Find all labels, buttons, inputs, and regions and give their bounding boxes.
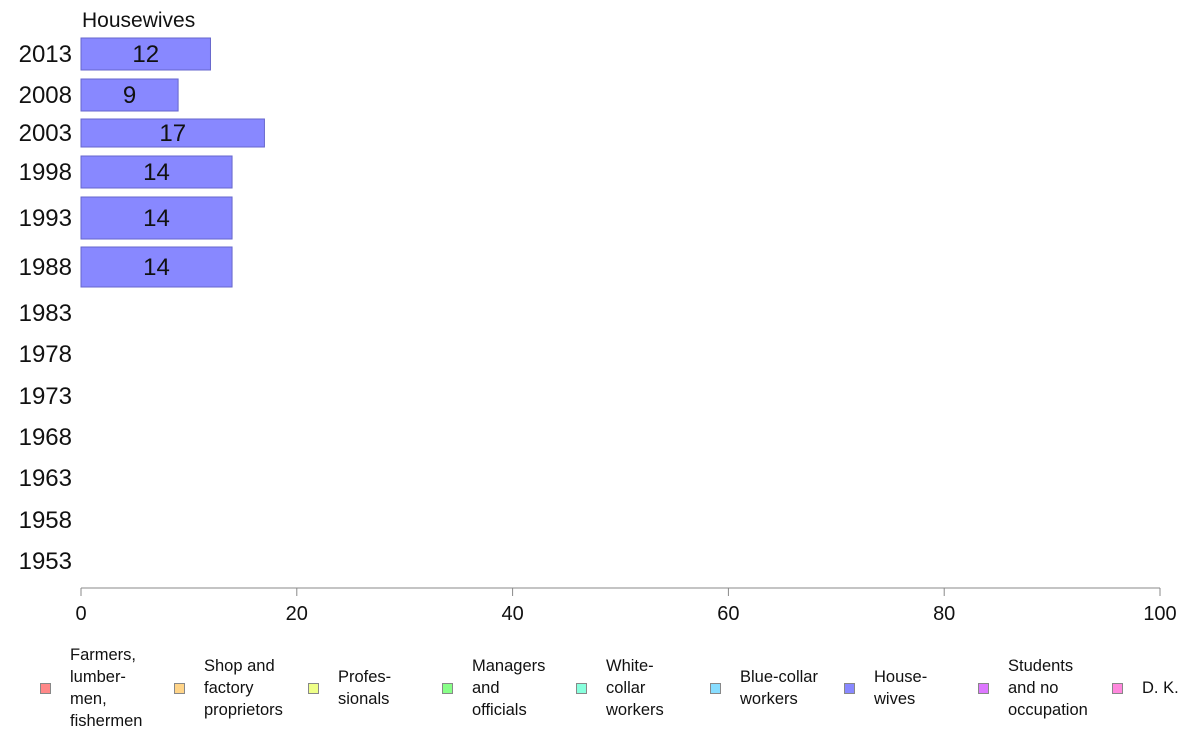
x-axis: 0 20 40 60 80 100 — [75, 587, 1177, 625]
x-tick-label: 0 — [75, 603, 86, 625]
bars-group: 12 9 17 14 14 14 — [80, 37, 265, 288]
x-tick-label: 80 — [933, 603, 955, 625]
legend-label: Managers and officials — [472, 657, 546, 719]
y-tick-label: 1958 — [19, 507, 72, 534]
legend-swatch — [442, 682, 453, 694]
bar-value-label: 17 — [159, 120, 186, 147]
legend-item: D. K. — [1112, 648, 1179, 728]
y-tick-label: 1998 — [19, 159, 72, 186]
legend-label: Profes- sionals — [338, 668, 392, 708]
bar — [80, 196, 233, 240]
legend-label: White- collar workers — [606, 657, 664, 719]
bar-value-label: 14 — [143, 205, 170, 232]
chart-title: Housewives — [82, 9, 195, 32]
y-tick-label: 1988 — [19, 254, 72, 281]
x-tick-label: 40 — [501, 603, 523, 625]
legend-label: Blue-collar workers — [740, 668, 818, 708]
y-tick-label: 2013 — [19, 41, 72, 68]
y-tick-label: 1983 — [19, 300, 72, 327]
legend-item: Profes- sionals — [308, 648, 391, 728]
legend-swatch — [40, 682, 51, 694]
bar — [80, 37, 211, 71]
bar — [80, 155, 233, 189]
y-tick-label: 1978 — [19, 341, 72, 368]
y-tick-label: 1993 — [19, 205, 72, 232]
legend-swatch — [576, 682, 587, 694]
legend-item: Shop and factory proprietors — [174, 648, 283, 728]
legend-label: Farmers, lumber- men, fishermen — [70, 646, 143, 730]
legend-label: Shop and factory proprietors — [204, 657, 283, 719]
legend-swatch — [978, 682, 989, 694]
legend-item: Managers and officials — [442, 648, 545, 728]
x-tick-label: 60 — [717, 603, 739, 625]
y-tick-label: 1973 — [19, 383, 72, 410]
bar-value-label: 12 — [132, 41, 159, 68]
legend-swatch — [1112, 682, 1123, 694]
bar-value-label: 14 — [143, 159, 170, 186]
bar-chart: Housewives 12 9 17 14 14 14 2013 2008 2003 1998 1… — [19, 9, 1177, 625]
legend: Farmers, lumber- men, fishermen Shop and … — [0, 640, 1188, 736]
legend-label: D. K. — [1142, 679, 1179, 697]
legend-item: Blue-collar workers — [710, 648, 818, 728]
bar — [80, 246, 233, 288]
legend-item: Farmers, lumber- men, fishermen — [40, 646, 142, 730]
legend-label: House- wives — [874, 668, 928, 708]
legend-item: House- wives — [844, 648, 927, 728]
x-tick-label: 20 — [286, 603, 308, 625]
legend-swatch — [844, 682, 855, 694]
bar — [80, 118, 265, 148]
bar-value-label: 9 — [123, 82, 136, 109]
legend-item: Students and no occupation — [978, 648, 1088, 728]
legend-label: Students and no occupation — [1008, 657, 1088, 719]
y-tick-label: 1963 — [19, 465, 72, 492]
y-tick-label: 1953 — [19, 548, 72, 575]
y-tick-label: 2003 — [19, 120, 72, 147]
legend-swatch — [308, 682, 319, 694]
legend-swatch — [174, 682, 185, 694]
y-axis-labels: 2013 2008 2003 1998 1993 1988 1983 1978 1973 1968… — [19, 41, 72, 575]
bar-value-label: 14 — [143, 254, 170, 281]
legend-swatch — [710, 682, 721, 694]
y-tick-label: 2008 — [19, 82, 72, 109]
x-tick-label: 100 — [1143, 603, 1176, 625]
y-tick-label: 1968 — [19, 424, 72, 451]
bar — [80, 78, 179, 112]
legend-item: White- collar workers — [576, 648, 664, 728]
